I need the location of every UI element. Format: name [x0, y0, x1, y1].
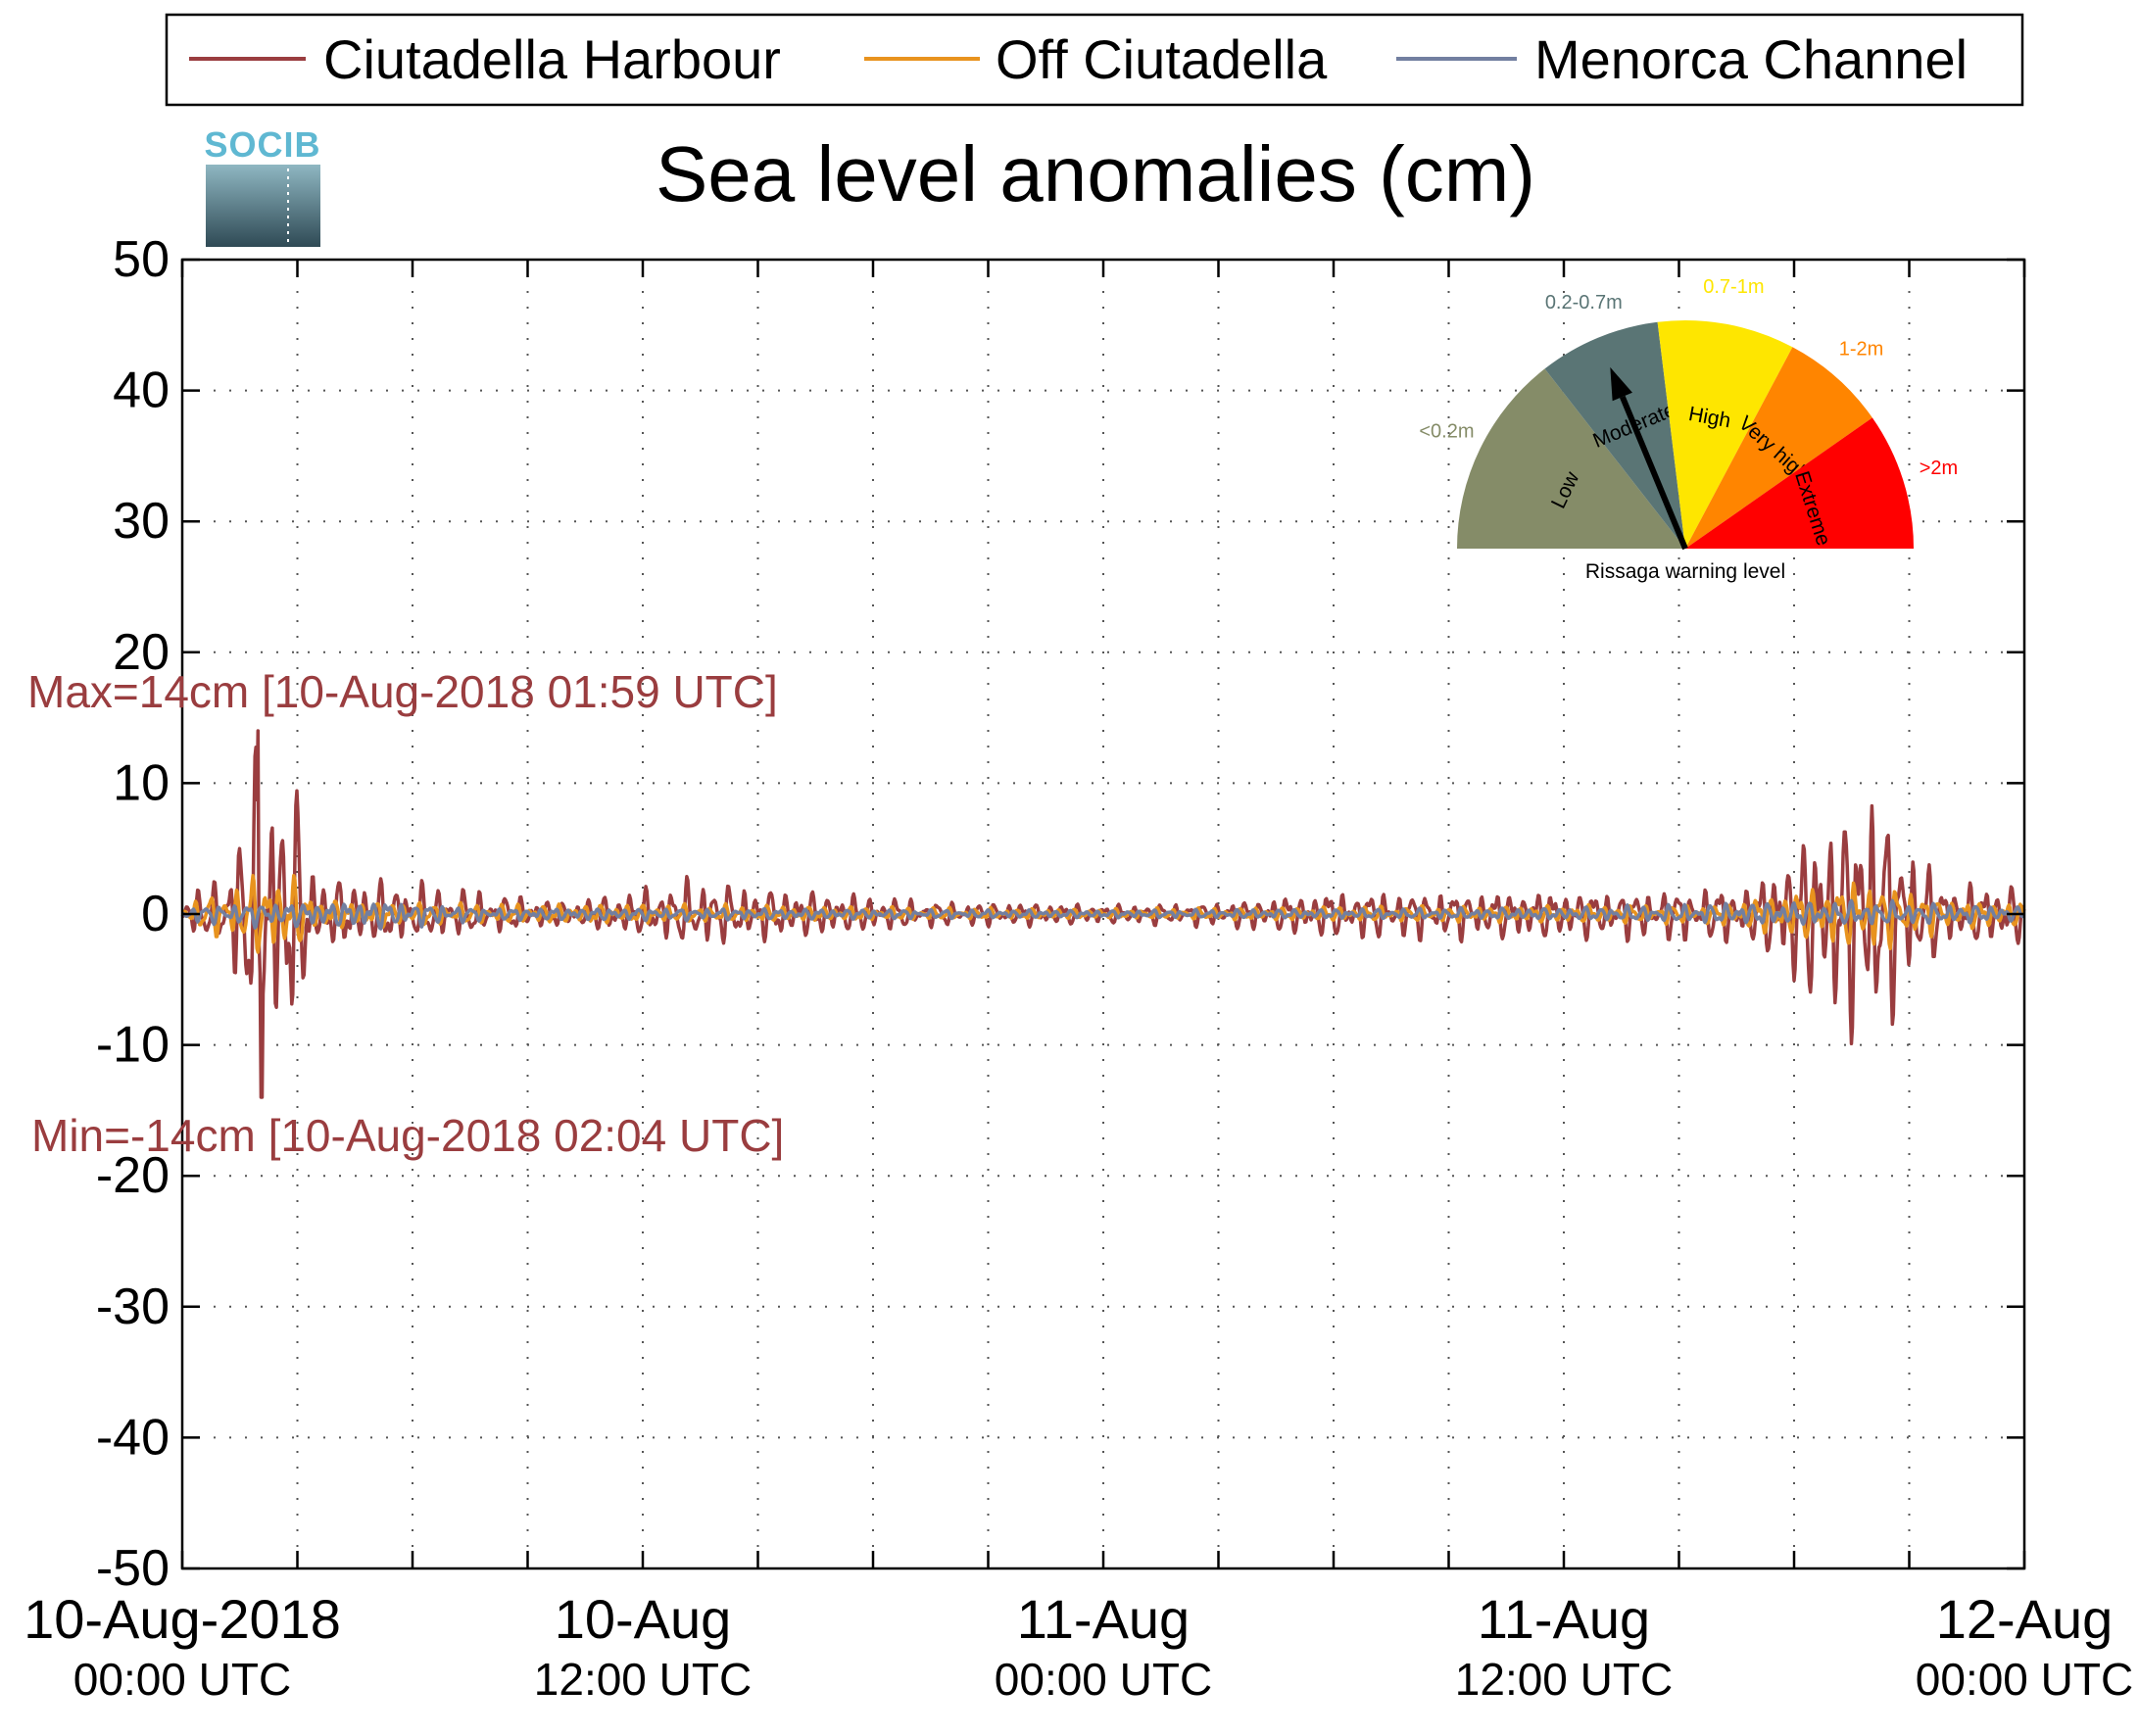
- chart-title: Sea level anomalies (cm): [656, 130, 1535, 217]
- y-tick-label: 40: [113, 362, 170, 419]
- axes: -50-40-30-20-100102030405010-Aug-201800:…: [24, 231, 2133, 1705]
- legend-label: Menorca Channel: [1534, 28, 1968, 90]
- y-tick-label: 10: [113, 754, 170, 811]
- gauge-range-label: <0.2m: [1419, 420, 1474, 442]
- x-tick-label-time: 00:00 UTC: [73, 1654, 291, 1705]
- logo-block: [206, 165, 320, 247]
- y-tick-label: 0: [141, 886, 170, 942]
- x-tick-label-date: 11-Aug: [1017, 1588, 1190, 1650]
- logo-text: SOCIB: [204, 124, 320, 165]
- extreme-annotations: Max=14cm [10-Aug-2018 01:59 UTC] Min=-14c…: [27, 666, 784, 1161]
- y-tick-label: 20: [113, 624, 170, 681]
- y-tick-label: -20: [96, 1147, 170, 1204]
- x-tick-label-time: 12:00 UTC: [534, 1654, 752, 1705]
- gauge-segment: [1685, 347, 1872, 549]
- x-tick-label-time: 00:00 UTC: [1916, 1654, 2133, 1705]
- x-tick-label-date: 11-Aug: [1478, 1588, 1650, 1650]
- gauge-segment: [1685, 417, 1914, 549]
- y-tick-label: -40: [96, 1409, 170, 1466]
- gauge-segment: [1657, 320, 1793, 549]
- legend: Ciutadella Harbour Off Ciutadella Menorca …: [165, 13, 2024, 107]
- series-line-3: [181, 898, 2025, 931]
- y-tick-label: -50: [96, 1540, 170, 1597]
- x-tick-label-time: 00:00 UTC: [995, 1654, 1212, 1705]
- gauge-segment: [1544, 321, 1685, 549]
- x-tick-label-time: 12:00 UTC: [1455, 1654, 1673, 1705]
- gauge-pointer: [1620, 395, 1688, 551]
- gauge-pointer-head: [1610, 366, 1632, 402]
- gauge-range-label: 0.2-0.7m: [1545, 292, 1623, 313]
- gauge-caption: Rissaga warning level: [1585, 560, 1785, 583]
- gauge-range-label: 1-2m: [1839, 338, 1884, 360]
- x-tick-label-date: 10-Aug: [555, 1588, 732, 1650]
- series-lines: [180, 729, 2026, 1099]
- gauge-range-label: >2m: [1920, 458, 1958, 479]
- gauge-range-label: 0.7-1m: [1703, 276, 1764, 298]
- x-tick-label-date: 10-Aug-2018: [24, 1588, 341, 1650]
- legend-label: Off Ciutadella: [996, 28, 1328, 90]
- y-tick-label: -30: [96, 1278, 170, 1335]
- legend-label: Ciutadella Harbour: [323, 28, 781, 90]
- min-annotation: Min=-14cm [10-Aug-2018 02:04 UTC]: [31, 1110, 784, 1161]
- max-annotation: Max=14cm [10-Aug-2018 01:59 UTC]: [27, 666, 778, 717]
- socib-logo: SOCIB: [204, 124, 320, 247]
- y-tick-label: 50: [113, 231, 170, 288]
- legend-box: [165, 13, 2024, 107]
- x-tick-label-date: 12-Aug: [1936, 1588, 2114, 1650]
- gauge-segment: [1457, 368, 1685, 549]
- y-tick-label: 30: [113, 493, 170, 550]
- y-tick-label: -10: [96, 1017, 170, 1074]
